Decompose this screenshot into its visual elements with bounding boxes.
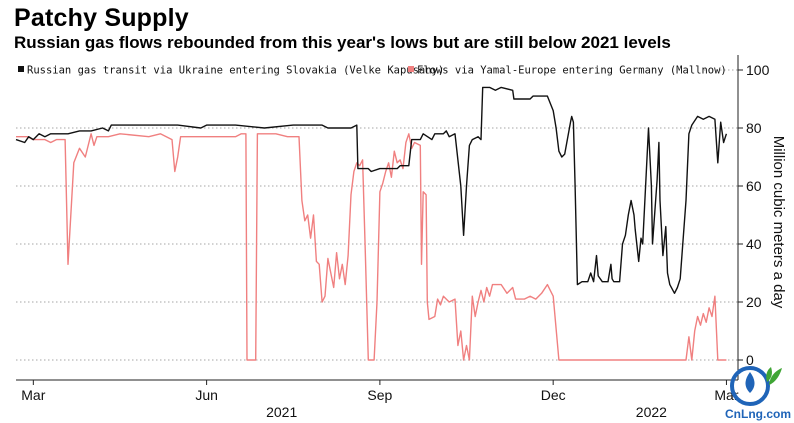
- x-tick-label: Dec: [541, 387, 566, 403]
- chart-title: Patchy Supply: [14, 4, 189, 32]
- x-tick-label: Sep: [367, 387, 392, 403]
- legend-label-ukraine: Russian gas transit via Ukraine entering…: [27, 65, 444, 77]
- series-lines: [15, 86, 728, 361]
- logo-leaf-icon: [769, 368, 782, 385]
- logo-leaf-icon-2: [766, 367, 772, 382]
- logo-text: CnLng.com: [725, 407, 791, 421]
- cnlng-logo: CnLng.com: [725, 366, 791, 421]
- x-year-label: 2021: [266, 404, 297, 420]
- series-line-yamal: [16, 133, 727, 361]
- x-year-label: 2022: [636, 404, 667, 420]
- y-axis-label: Million cubic meters a day: [770, 136, 787, 309]
- logo-flame-icon: [745, 372, 755, 393]
- logo-ring: [730, 366, 770, 406]
- series-line-ukraine: [15, 86, 728, 294]
- y-tick-label: 80: [746, 120, 762, 136]
- x-tick-label: Mar: [21, 387, 45, 403]
- chart-subtitle: Russian gas flows rebounded from this ye…: [14, 33, 671, 52]
- legend: Russian gas transit via Ukraine entering…: [18, 65, 727, 77]
- y-tick-label: 20: [746, 294, 762, 310]
- legend-swatch-ukraine: [18, 66, 24, 72]
- legend-background: [16, 62, 704, 79]
- y-tick-label: 40: [746, 236, 762, 252]
- x-tick-label: Jun: [195, 387, 218, 403]
- y-tick-label: 100: [746, 62, 770, 78]
- y-tick-label: 0: [746, 352, 754, 368]
- legend-label-yamal: Flows via Yamal-Europe entering Germany …: [417, 65, 727, 77]
- gridlines: [16, 69, 738, 361]
- y-tick-label: 60: [746, 178, 762, 194]
- legend-swatch-yamal: [408, 66, 414, 72]
